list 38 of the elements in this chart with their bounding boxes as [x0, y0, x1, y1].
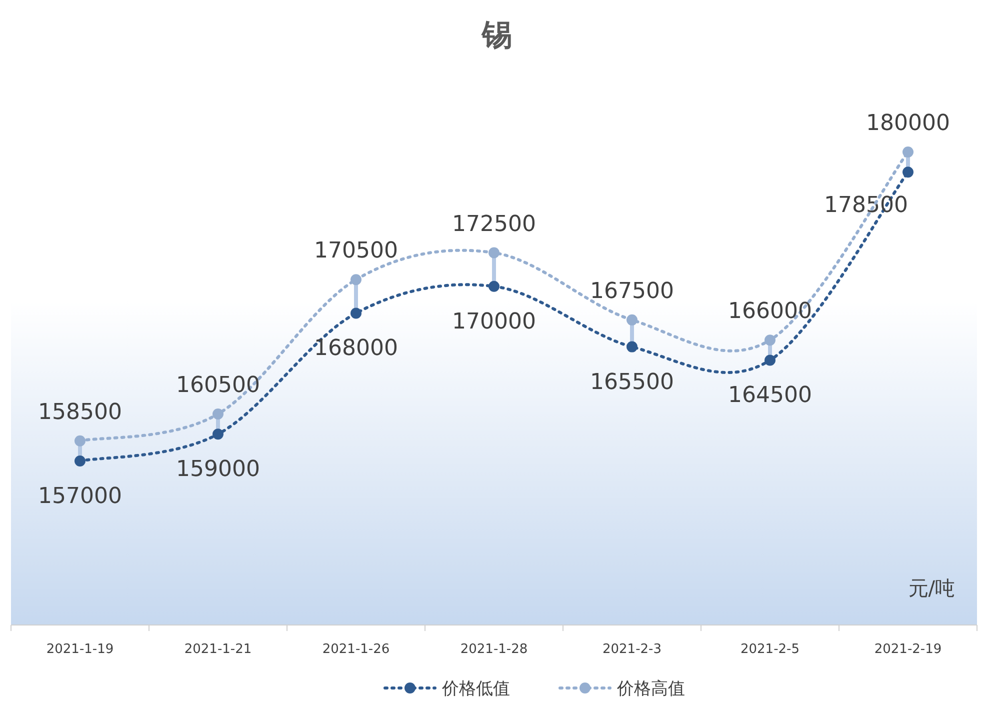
point [902, 146, 914, 158]
text: 元/吨 [908, 576, 955, 600]
legend-label: 价格高值 [616, 679, 685, 699]
chart-title: 锡 [481, 18, 512, 53]
x-tick-label: 2021-1-19 [46, 642, 114, 657]
data-label: 157000 [38, 484, 122, 509]
point [902, 166, 914, 178]
point [350, 308, 362, 319]
point [626, 314, 638, 326]
data-label: 160500 [176, 372, 260, 398]
x-tick-label: 2021-1-28 [460, 642, 528, 657]
data-label: 164500 [728, 383, 812, 408]
point [212, 408, 224, 420]
point [488, 247, 500, 258]
x-tick-label: 2021-2-3 [602, 642, 662, 657]
data-label: 172500 [452, 212, 536, 237]
legend-label: 价格低值 [441, 679, 510, 699]
data-label: 167500 [590, 278, 674, 304]
point [350, 274, 362, 286]
x-tick-label: 2021-1-21 [184, 642, 252, 657]
data-label: 165500 [590, 370, 674, 395]
x-tick-label: 2021-2-5 [740, 642, 800, 657]
data-label: 166000 [728, 299, 812, 324]
x-tick-label: 2021-2-19 [874, 642, 942, 657]
data-label: 170500 [314, 238, 398, 264]
data-label: 168000 [314, 336, 398, 362]
point [764, 334, 776, 346]
data-label: 159000 [176, 457, 260, 482]
point [74, 456, 86, 466]
point [488, 280, 500, 292]
data-label: 180000 [866, 111, 950, 136]
data-label: 158500 [38, 400, 122, 425]
x-tick-label: 2021-1-26 [322, 642, 390, 657]
point [764, 354, 776, 366]
point [626, 341, 638, 352]
point [74, 435, 86, 446]
data-label: 170000 [452, 309, 536, 334]
point [212, 428, 224, 440]
